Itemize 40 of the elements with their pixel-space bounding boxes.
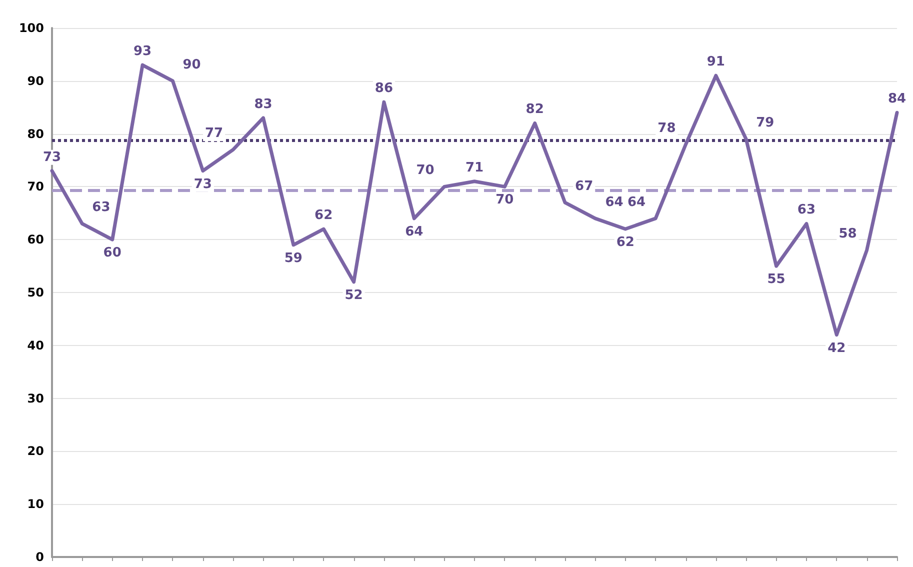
y-tick-label: 60: [27, 232, 44, 247]
data-label: 71: [465, 160, 484, 176]
y-tick-label: 30: [27, 391, 44, 406]
data-label: 84: [888, 92, 906, 107]
data-label: 59: [284, 250, 302, 266]
data-label: 52: [344, 288, 363, 303]
data-label: 83: [254, 96, 272, 112]
data-label: 93: [133, 44, 152, 60]
data-label: 62: [616, 235, 634, 250]
data-label: 70: [496, 192, 514, 208]
data-label: 64: [605, 194, 624, 210]
data-label: 64: [627, 194, 646, 210]
data-label: 73: [194, 176, 212, 192]
y-tick-label: 20: [27, 444, 44, 458]
data-label: 82: [526, 102, 544, 118]
data-label: 64: [405, 224, 424, 240]
data-label: 79: [756, 116, 774, 131]
y-tick-label: 80: [27, 126, 44, 141]
data-label: 55: [767, 272, 786, 288]
data-label: 86: [374, 81, 394, 96]
y-tick-label: 100: [18, 21, 44, 35]
y-tick-label: 90: [27, 74, 44, 88]
data-label: 63: [797, 202, 816, 218]
y-tick-label: 40: [27, 338, 44, 352]
data-label: 58: [838, 226, 857, 242]
y-tick-label: 50: [27, 286, 44, 300]
y-tick-label: 10: [27, 497, 44, 512]
data-label: 62: [314, 208, 333, 224]
y-tick-label: 0: [36, 550, 44, 564]
y-tick-label: 70: [27, 180, 44, 194]
data-label: 42: [828, 340, 846, 356]
data-label: 70: [416, 163, 434, 178]
data-label: 60: [103, 246, 122, 261]
data-label: 90: [182, 57, 201, 72]
data-label: 91: [706, 54, 725, 70]
data-label: 77: [204, 126, 224, 142]
data-label: 63: [92, 200, 110, 216]
data-label: 67: [575, 179, 594, 194]
data-label: 78: [658, 120, 676, 136]
data-label: 73: [42, 150, 62, 165]
